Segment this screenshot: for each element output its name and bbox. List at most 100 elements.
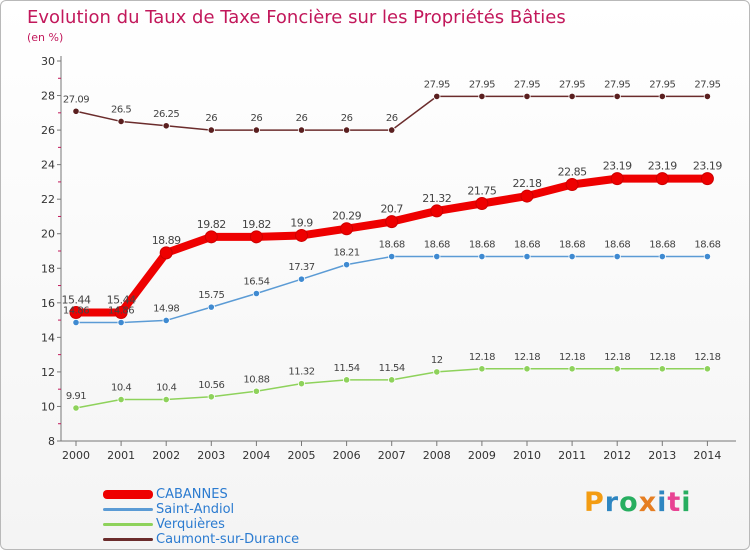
data-label: 15.75	[198, 290, 224, 301]
data-point	[117, 117, 125, 126]
y-tick-label: 22	[41, 193, 55, 206]
data-point	[114, 305, 128, 319]
data-label: 15.44	[107, 293, 136, 306]
data-label: 14.98	[153, 303, 179, 314]
y-tick-label: 18	[41, 262, 55, 275]
data-point	[520, 189, 534, 203]
data-point	[207, 126, 215, 134]
data-label: 20.29	[332, 210, 361, 223]
logo-letter: i	[657, 487, 668, 518]
data-point	[655, 172, 669, 186]
data-label: 12.18	[514, 352, 540, 363]
y-tick-label: 8	[48, 435, 55, 448]
data-label: 27.95	[424, 79, 450, 90]
data-point	[610, 172, 624, 186]
legend-swatch	[103, 523, 153, 526]
data-label: 26	[296, 113, 308, 124]
data-label: 27.95	[604, 79, 630, 90]
data-point	[385, 215, 399, 229]
data-label: 12.18	[694, 352, 720, 363]
x-tick-label: 2012	[603, 449, 631, 462]
legend-label: CABANNES	[156, 487, 228, 502]
y-tick-label: 12	[41, 366, 55, 379]
data-point	[475, 197, 489, 210]
data-label: 26	[341, 113, 353, 124]
data-label: 10.88	[243, 374, 269, 385]
data-label: 12.18	[469, 352, 495, 363]
y-tick-label: 10	[41, 400, 55, 413]
data-point	[523, 252, 531, 261]
x-tick-label: 2009	[468, 449, 496, 462]
data-label: 10.4	[156, 383, 176, 394]
data-point	[658, 92, 666, 101]
data-label: 18.21	[334, 248, 360, 259]
data-point	[340, 222, 354, 236]
data-point	[430, 204, 444, 218]
data-label: 18.68	[604, 240, 630, 251]
y-tick-label: 26	[41, 124, 55, 137]
data-point	[162, 122, 170, 130]
data-point	[159, 246, 173, 260]
x-tick-label: 2005	[288, 449, 316, 462]
x-tick-label: 2014	[693, 449, 721, 462]
data-label: 27.95	[649, 79, 675, 90]
data-label: 26	[205, 113, 217, 124]
data-label: 23.19	[648, 160, 677, 173]
data-point	[703, 365, 712, 373]
data-label: 27.95	[469, 79, 495, 90]
data-label: 10.4	[111, 383, 131, 394]
data-label: 14.86	[63, 306, 89, 317]
data-point	[523, 365, 531, 373]
data-point	[658, 252, 666, 261]
data-label: 26.5	[111, 104, 131, 115]
data-point	[72, 404, 80, 412]
logo-letter: o	[619, 487, 639, 518]
x-tick-label: 2013	[648, 449, 676, 462]
data-point	[658, 365, 666, 373]
data-label: 15.44	[62, 293, 91, 306]
data-point	[433, 92, 441, 101]
data-label: 23.19	[693, 160, 722, 173]
data-point	[433, 368, 441, 376]
data-label: 18.68	[424, 240, 450, 251]
x-tick-label: 2001	[107, 449, 135, 462]
data-label: 18.68	[469, 240, 495, 251]
data-label: 12.18	[559, 352, 585, 363]
x-tick-label: 2003	[197, 449, 225, 462]
data-label: 11.54	[334, 363, 360, 374]
data-point	[252, 387, 260, 395]
legend-label: Verquières	[156, 517, 225, 532]
y-tick-label: 16	[41, 297, 55, 310]
logo-letter: P	[584, 487, 605, 518]
data-label: 12.18	[649, 352, 675, 363]
data-label: 27.95	[559, 79, 585, 90]
data-label: 19.82	[242, 218, 271, 231]
data-label: 9.91	[66, 391, 86, 402]
data-label: 26	[251, 113, 263, 124]
proxiti-logo: Proxiti	[584, 487, 692, 518]
data-point	[568, 252, 576, 261]
data-label: 27.95	[694, 79, 720, 90]
data-label: 18.68	[559, 240, 585, 251]
data-label: 12	[431, 355, 443, 366]
data-point	[297, 126, 306, 134]
data-label: 19.82	[197, 218, 226, 231]
data-point	[117, 318, 125, 327]
data-label: 18.89	[152, 234, 181, 247]
data-point	[117, 395, 125, 404]
data-point	[252, 126, 260, 134]
data-point	[297, 275, 306, 283]
data-point	[568, 365, 576, 373]
data-point	[613, 365, 621, 373]
x-tick-label: 2010	[513, 449, 541, 462]
data-point	[249, 230, 263, 244]
data-point	[342, 126, 351, 134]
data-point	[523, 92, 531, 101]
data-label: 21.75	[467, 185, 496, 198]
x-tick-label: 2006	[333, 449, 361, 462]
legend-item: Saint-Andiol	[103, 502, 403, 517]
y-tick-label: 24	[41, 159, 55, 172]
y-tick-label: 30	[41, 55, 55, 68]
data-label: 26.25	[153, 109, 179, 120]
